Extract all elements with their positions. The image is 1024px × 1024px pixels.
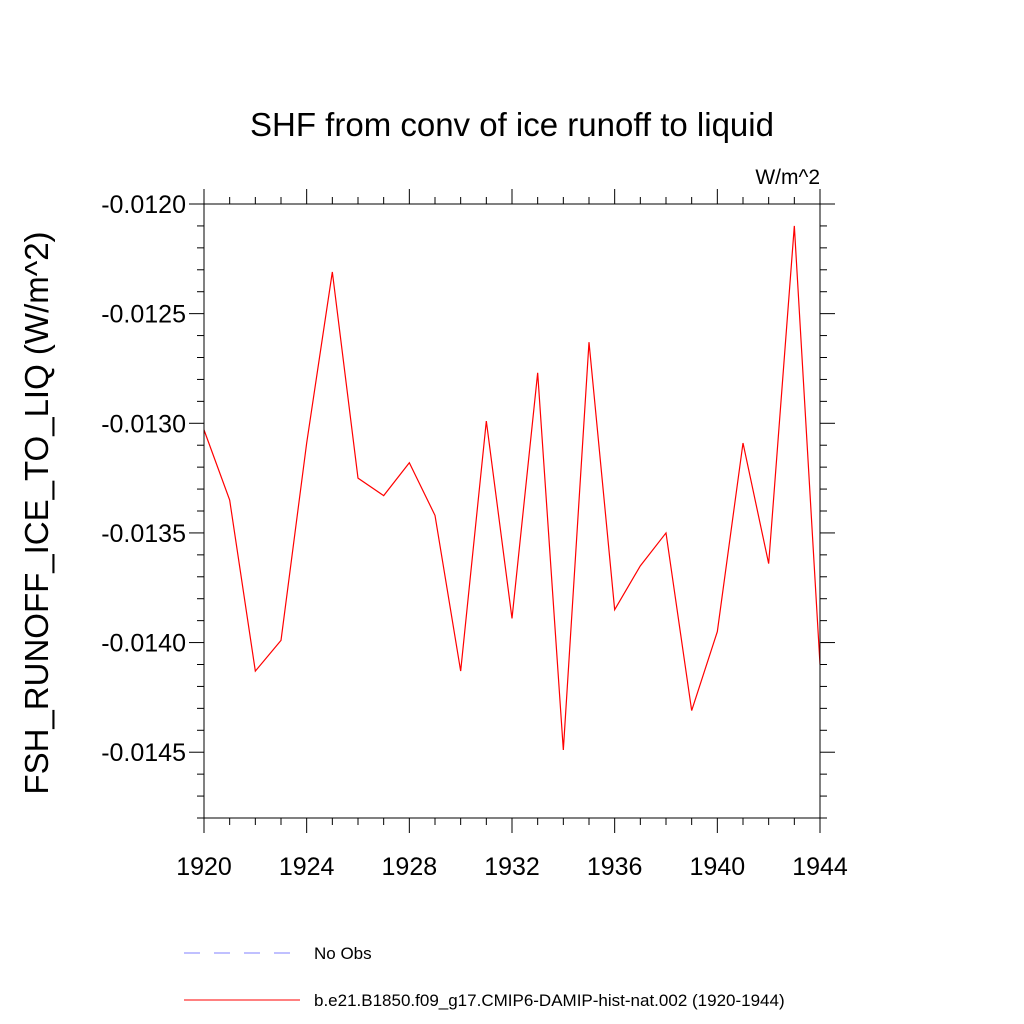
series-layer — [203, 225, 821, 751]
x-tick-label: 1928 — [382, 853, 438, 881]
y-tick-label: -0.0130 — [101, 410, 186, 438]
units-label: W/m^2 — [755, 166, 820, 189]
x-tick-label: 1936 — [587, 853, 643, 881]
legend: No Obs b.e21.B1850.f09_g17.CMIP6-DAMIP-h… — [184, 944, 785, 1010]
major-ticks — [189, 189, 835, 833]
series-line — [203, 225, 821, 751]
x-tick-label: 1924 — [279, 853, 335, 881]
y-tick-label: -0.0140 — [101, 630, 186, 658]
y-tick-label: -0.0120 — [101, 191, 186, 219]
plot-frame — [203, 203, 821, 819]
legend-label-model-run: b.e21.B1850.f09_g17.CMIP6-DAMIP-hist-nat… — [314, 991, 785, 1010]
x-tick-label: 1920 — [176, 853, 232, 881]
y-tick-labels: -0.0120 -0.0125 -0.0130 -0.0135 -0.0140 -0.01… — [101, 191, 186, 767]
minor-ticks — [197, 197, 827, 825]
y-tick-label: -0.0125 — [101, 301, 186, 329]
x-tick-label: 1932 — [484, 853, 540, 881]
y-axis-label: FSH_RUNOFF_ICE_TO_LIQ (W/m^2) — [18, 231, 55, 794]
y-tick-label: -0.0145 — [101, 739, 186, 767]
legend-label-no-obs: No Obs — [314, 944, 372, 963]
chart-title: SHF from conv of ice runoff to liquid — [250, 106, 774, 143]
x-tick-label: 1944 — [792, 853, 848, 881]
x-tick-label: 1940 — [690, 853, 746, 881]
x-tick-labels: 1920 1924 1928 1932 1936 1940 1944 — [176, 853, 848, 881]
y-tick-label: -0.0135 — [101, 520, 186, 548]
